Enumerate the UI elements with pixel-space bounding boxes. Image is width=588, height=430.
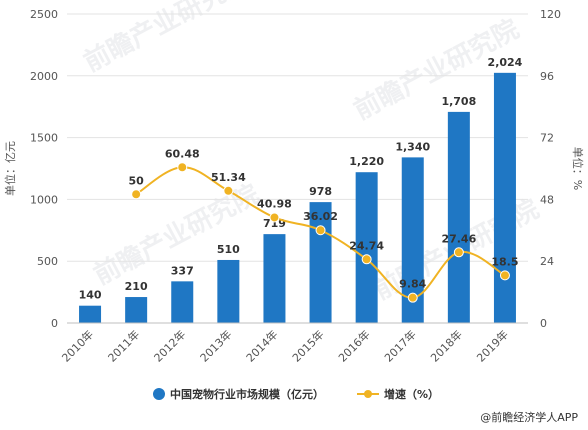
growth-line-series: 50 60.48 51.34 40.98 36.02 24.74 9.84 27.46 18.5 [128, 147, 519, 303]
legend-line-marker [364, 390, 372, 398]
y-tick-label-right: 96 [540, 70, 554, 83]
y-tick-label-left: 0 [51, 317, 58, 330]
watermark-text: 前瞻产业研究院 [79, 0, 254, 78]
bar-value-label: 140 [79, 289, 102, 302]
x-tick-label: 2010年 [59, 327, 96, 364]
growth-point [407, 292, 418, 303]
growth-value-label: 9.84 [399, 278, 426, 291]
bar-value-label: 510 [217, 243, 240, 256]
y-tick-label-right: 24 [540, 255, 554, 268]
x-tick-label: 2017年 [381, 327, 418, 364]
bar [217, 259, 240, 323]
y-axis-title-left: 单位：亿元 [3, 141, 17, 196]
y-tick-label-left: 500 [37, 255, 58, 268]
bar-value-label: 978 [309, 185, 332, 198]
bar [171, 281, 194, 323]
y-tick-label-left: 2500 [30, 8, 58, 21]
y-tick-label-right: 48 [540, 193, 554, 206]
source-credit: @前瞻经济学人APP [480, 410, 578, 424]
growth-value-label: 51.34 [211, 171, 246, 184]
growth-value-label: 18.5 [491, 255, 518, 268]
growth-value-label: 60.48 [165, 147, 200, 160]
growth-value-label: 50 [128, 174, 144, 187]
x-tick-label: 2011年 [105, 327, 142, 364]
bar-value-label: 1,220 [349, 155, 384, 168]
y-tick-label-right: 120 [540, 8, 561, 21]
bar [401, 157, 424, 323]
bar-value-label: 210 [125, 280, 148, 293]
x-tick-label: 2015年 [289, 327, 326, 364]
growth-value-label: 27.46 [441, 232, 476, 245]
x-tick-label: 2012年 [151, 327, 188, 364]
legend-line-label: 增速（%） [384, 387, 439, 401]
bar [355, 172, 378, 323]
y-tick-label-left: 1500 [30, 132, 58, 145]
y-tick-label-left: 2000 [30, 70, 58, 83]
growth-point [269, 212, 280, 223]
growth-point [499, 270, 510, 281]
bar [125, 297, 148, 323]
bar [493, 72, 516, 323]
x-tick-label: 2014年 [243, 327, 280, 364]
growth-point [315, 225, 326, 236]
bar [263, 234, 286, 323]
x-tick-label: 2019年 [474, 327, 511, 364]
bar [79, 305, 102, 323]
growth-point [131, 189, 142, 200]
legend-bar-swatch [153, 388, 165, 400]
bar [447, 111, 470, 323]
bar-value-label: 1,340 [395, 140, 430, 153]
legend-bar-label: 中国宠物行业市场规模（亿元） [170, 387, 324, 401]
growth-value-label: 24.74 [349, 239, 384, 252]
y-tick-label-right: 72 [540, 132, 554, 145]
growth-value-label: 36.02 [303, 210, 338, 223]
growth-point [453, 247, 464, 258]
bar-value-label: 1,708 [441, 95, 476, 108]
legend: 中国宠物行业市场规模（亿元） 增速（%） [153, 387, 439, 401]
growth-point [177, 162, 188, 173]
y-tick-label-left: 1000 [30, 193, 58, 206]
growth-point [361, 254, 372, 265]
growth-value-label: 40.98 [257, 197, 292, 210]
y-axis-title-right: 单位：% [571, 147, 585, 190]
x-tick-label: 2016年 [335, 327, 372, 364]
bar-value-label: 2,024 [488, 56, 523, 69]
x-tick-label: 2018年 [427, 327, 464, 364]
y-tick-label-right: 0 [540, 317, 547, 330]
x-tick-label: 2013年 [197, 327, 234, 364]
bar-value-label: 337 [171, 264, 194, 277]
growth-point [223, 185, 234, 196]
